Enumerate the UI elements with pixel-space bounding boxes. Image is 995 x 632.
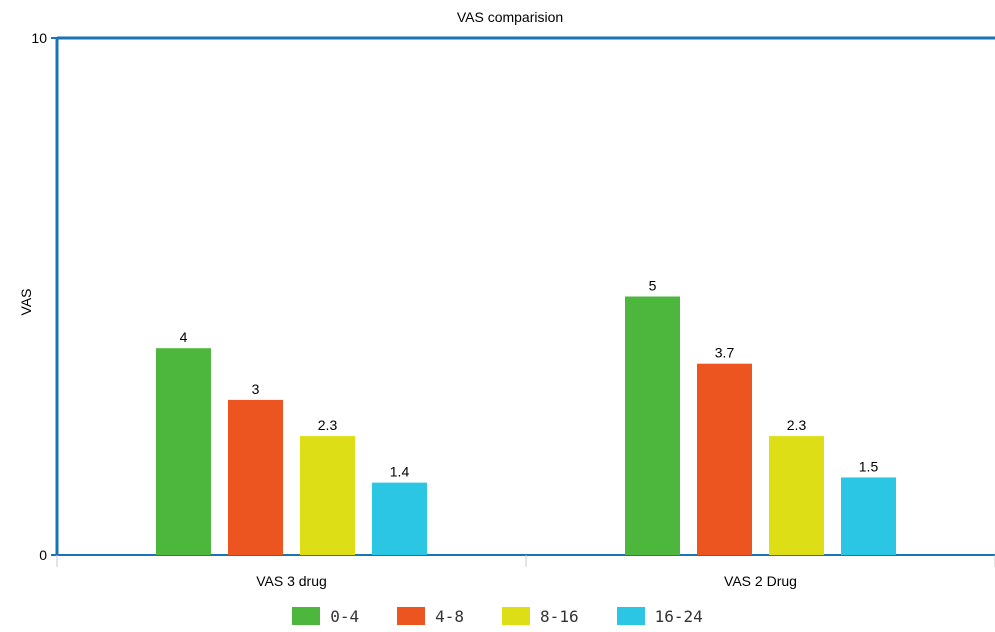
bar: [156, 348, 211, 555]
bar: [300, 436, 355, 555]
legend-label: 4-8: [435, 606, 465, 626]
data-label: 4: [180, 329, 188, 345]
legend-swatch: [502, 607, 531, 625]
y-axis-label: VAS: [18, 289, 34, 316]
bar: [625, 296, 680, 555]
chart-title: VAS comparision: [457, 9, 563, 25]
data-label: 1.5: [859, 458, 879, 474]
legend-swatch: [397, 607, 426, 625]
x-category-label: VAS 3 drug: [256, 573, 327, 589]
bar: [228, 399, 283, 555]
bars: [156, 296, 896, 555]
legend: 0-4 4-8 8-16 16-24: [0, 603, 995, 629]
bar: [769, 436, 824, 555]
x-category-label: VAS 2 Drug: [724, 573, 797, 589]
legend-swatch: [616, 607, 645, 625]
data-label: 2.3: [318, 417, 338, 433]
data-labels: 4 3 2.3 1.4 5 3.7 2.3 1.5: [180, 278, 879, 480]
y-tick-label: 10: [31, 30, 47, 46]
legend-label: 16-24: [654, 606, 703, 626]
legend-label: 0-4: [330, 606, 360, 626]
y-tick-label: 0: [39, 547, 47, 563]
legend-swatch: [292, 607, 321, 625]
data-label: 1.4: [390, 464, 410, 480]
legend-label: 8-16: [540, 606, 579, 626]
bar: [372, 482, 427, 555]
data-label: 5: [649, 278, 657, 294]
legend-item[interactable]: 4-8: [397, 607, 464, 626]
bar: [841, 477, 896, 555]
legend-item[interactable]: 8-16: [502, 607, 579, 626]
data-label: 3.7: [715, 345, 735, 361]
legend-item[interactable]: 0-4: [292, 607, 359, 626]
bar: [697, 363, 752, 555]
data-label: 2.3: [787, 417, 807, 433]
axes: 0 10 VAS 3 drug VAS 2 Drug: [31, 30, 995, 589]
legend-item[interactable]: 16-24: [616, 606, 703, 626]
data-label: 3: [252, 381, 260, 397]
